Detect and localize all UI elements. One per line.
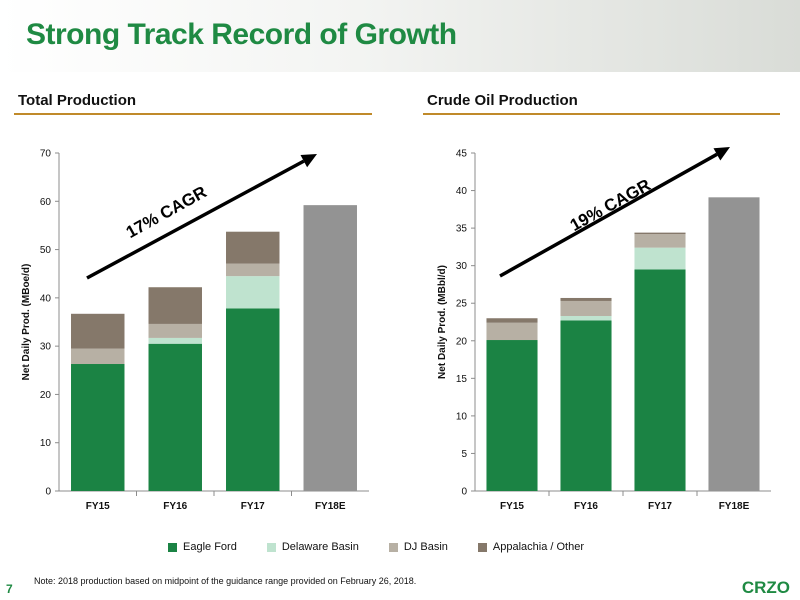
legend-label: Delaware Basin bbox=[281, 541, 359, 553]
total-bar-fy15-dj-basin bbox=[71, 348, 125, 365]
oil-bar-fy15-appalachia-other bbox=[486, 318, 538, 323]
total-bar-fy16-dj-basin bbox=[148, 323, 202, 338]
page-number: 7 bbox=[6, 582, 13, 596]
oil-bar-fy17-dj-basin bbox=[634, 234, 686, 248]
oil-y-tick-label: 5 bbox=[461, 449, 467, 460]
total-y-tick-label: 40 bbox=[40, 293, 52, 304]
total-y-tick-label: 0 bbox=[45, 487, 51, 498]
oil-bar-fy16-delaware-basin bbox=[560, 315, 612, 321]
total-bar-fy18e-estimate bbox=[303, 205, 357, 492]
oil-bar-fy17-eagle-ford bbox=[634, 269, 686, 491]
total-y-axis-label: Net Daily Prod. (MBoe/d) bbox=[21, 264, 32, 381]
oil-bar-fy15-dj-basin bbox=[486, 322, 538, 341]
oil-x-tick-label: FY15 bbox=[500, 501, 524, 512]
oil-y-tick-label: 20 bbox=[456, 336, 468, 347]
total-y-tick-label: 20 bbox=[40, 390, 52, 401]
legend-label: Eagle Ford bbox=[183, 541, 237, 553]
total-x-tick-label: FY15 bbox=[86, 501, 110, 512]
total-y-tick-label: 50 bbox=[40, 245, 52, 256]
legend-label: DJ Basin bbox=[403, 541, 448, 553]
oil-y-tick-label: 0 bbox=[461, 487, 467, 498]
total-cagr-label: 17% CAGR bbox=[123, 182, 210, 242]
crude-oil-chart: 0 5 10 15 20 25 30 35 40 45 Net Daily Prod. (MBbl/… bbox=[437, 147, 771, 512]
total-production-title: Total Production bbox=[18, 92, 137, 109]
company-logo: CRZO bbox=[741, 578, 790, 597]
total-bar-fy17-eagle-ford bbox=[226, 308, 280, 491]
total-bar-fy17-dj-basin bbox=[226, 263, 280, 277]
oil-bar-fy16-eagle-ford bbox=[560, 320, 612, 491]
oil-cagr-arrowhead bbox=[713, 147, 730, 161]
total-bar-fy17-appalachia-other bbox=[226, 231, 280, 264]
total-bar-fy16-appalachia-other bbox=[148, 287, 202, 324]
page-title: Strong Track Record of Growth bbox=[26, 18, 457, 51]
total-production-rule bbox=[14, 113, 372, 115]
oil-x-tick-label: FY16 bbox=[574, 501, 598, 512]
oil-bar-fy16-dj-basin bbox=[560, 300, 612, 316]
legend-item-appalachia-other: Appalachia / Other bbox=[477, 541, 585, 553]
total-bar-fy16-delaware-basin bbox=[148, 337, 202, 344]
legend-swatch bbox=[388, 542, 398, 552]
total-bar-fy17-delaware-basin bbox=[226, 276, 280, 309]
legend-swatch bbox=[477, 542, 487, 552]
oil-y-tick-label: 30 bbox=[456, 261, 468, 272]
total-cagr-arrowhead bbox=[300, 154, 317, 168]
crude-oil-rule bbox=[423, 113, 780, 115]
crude-oil-title: Crude Oil Production bbox=[427, 92, 578, 109]
legend: Eagle Ford Delaware Basin DJ Basin Appalach… bbox=[168, 541, 584, 553]
oil-y-axis-label: Net Daily Prod. (MBbl/d) bbox=[437, 265, 448, 379]
total-bar-fy15-eagle-ford bbox=[71, 364, 125, 491]
legend-label: Appalachia / Other bbox=[492, 541, 585, 553]
total-x-tick-label: FY17 bbox=[241, 501, 265, 512]
total-x-tick-label: FY18E bbox=[315, 501, 346, 512]
total-production-chart: 0 10 20 30 40 50 60 70 Net Daily Prod. (MBoe/d) F… bbox=[21, 149, 369, 512]
total-bar-fy16-eagle-ford bbox=[148, 343, 202, 491]
oil-bar-fy17-delaware-basin bbox=[634, 247, 686, 270]
total-y-tick-label: 60 bbox=[40, 197, 52, 208]
oil-bar-fy15-eagle-ford bbox=[486, 340, 538, 491]
legend-swatch bbox=[168, 542, 177, 552]
oil-y-tick-label: 45 bbox=[456, 149, 468, 160]
oil-bar-fy18e-estimate bbox=[708, 197, 760, 491]
oil-cagr-label: 19% CAGR bbox=[567, 175, 654, 235]
total-cagr-arrow bbox=[86, 159, 305, 280]
legend-swatch bbox=[266, 542, 276, 552]
oil-bar-fy16-appalachia-other bbox=[560, 297, 612, 301]
oil-cagr-arrow bbox=[499, 152, 718, 278]
oil-x-tick-label: FY17 bbox=[648, 501, 672, 512]
total-y-tick-label: 30 bbox=[40, 342, 52, 353]
total-y-tick-label: 10 bbox=[40, 438, 52, 449]
legend-item-delaware-basin: Delaware Basin bbox=[266, 541, 359, 553]
oil-y-tick-label: 15 bbox=[456, 374, 468, 385]
oil-y-tick-label: 40 bbox=[456, 186, 468, 197]
header-band bbox=[0, 0, 800, 72]
footnote: Note: 2018 production based on midpoint … bbox=[34, 576, 417, 586]
legend-item-dj-basin: DJ Basin bbox=[388, 541, 448, 553]
oil-y-tick-label: 10 bbox=[456, 411, 468, 422]
oil-y-tick-label: 35 bbox=[456, 224, 468, 235]
total-y-tick-label: 70 bbox=[40, 149, 52, 160]
legend-item-eagle-ford: Eagle Ford bbox=[168, 541, 237, 553]
total-bar-fy15-appalachia-other bbox=[71, 313, 125, 349]
total-x-tick-label: FY16 bbox=[163, 501, 187, 512]
oil-x-tick-label: FY18E bbox=[719, 501, 750, 512]
oil-y-tick-label: 25 bbox=[456, 299, 468, 310]
oil-bar-fy17-appalachia-other bbox=[634, 232, 686, 235]
